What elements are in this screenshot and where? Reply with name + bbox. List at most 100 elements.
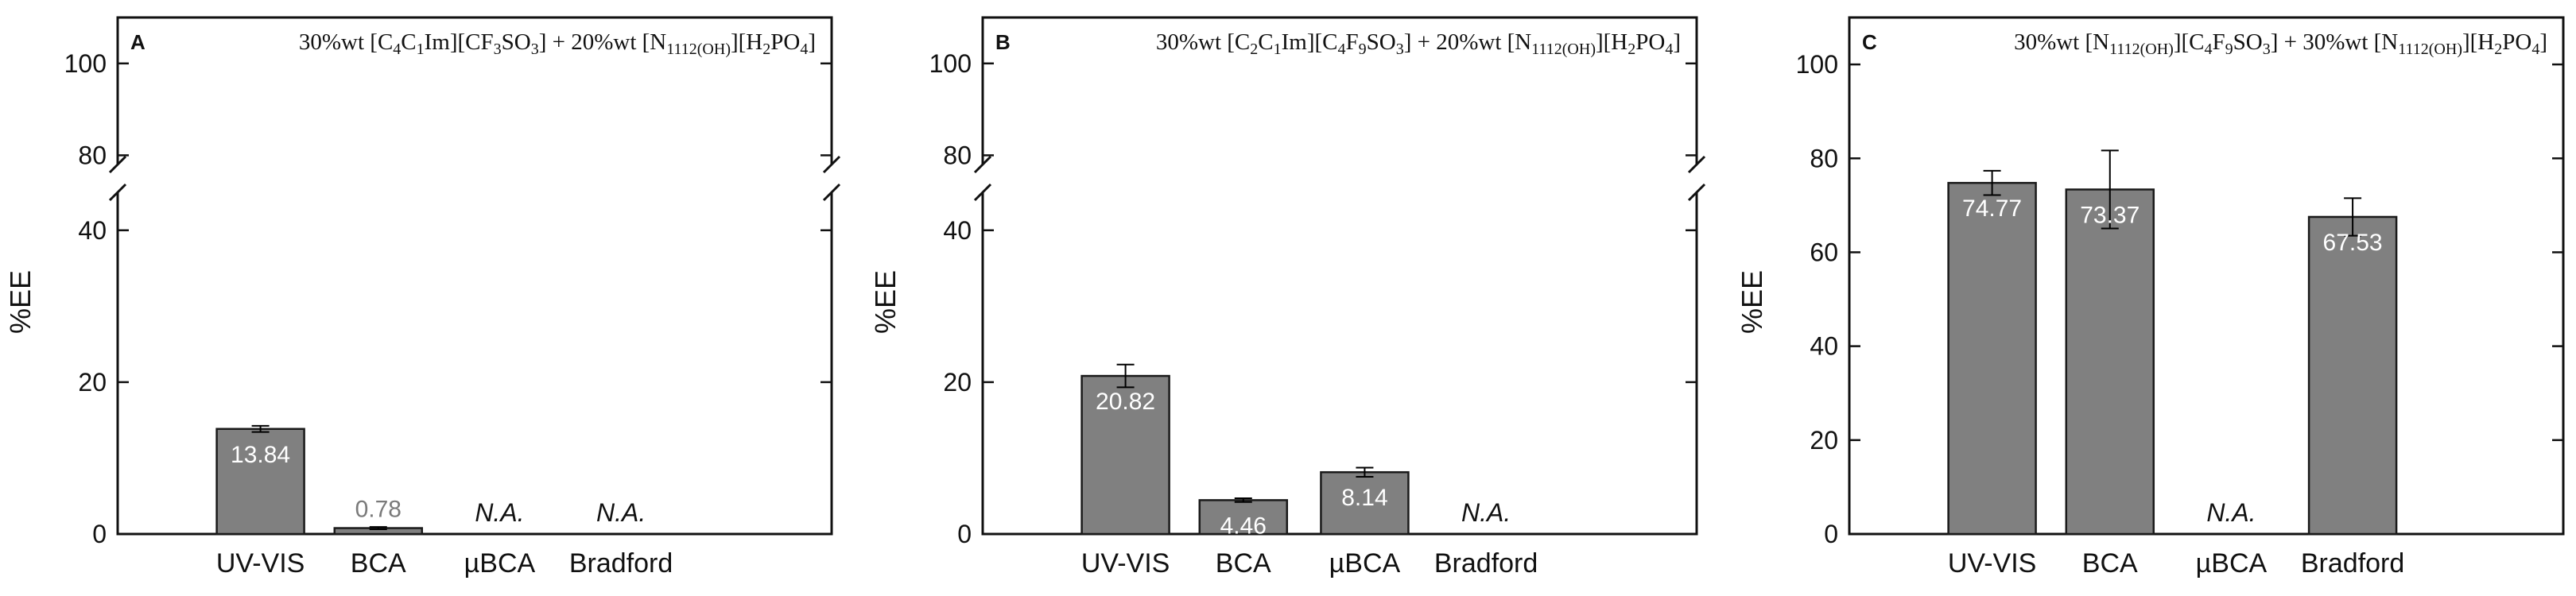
title-subscript: 4 [2205, 41, 2213, 58]
y-tick-label-upper: 80 [78, 141, 107, 169]
bar-value-label: 0.78 [355, 497, 402, 523]
bar [2065, 188, 2155, 536]
bar-label-na: N.A. [2206, 498, 2256, 527]
bar [2307, 215, 2398, 536]
bar [1080, 374, 1170, 536]
title-subscript: 9 [2225, 41, 2233, 58]
y-axis-label: %EE [1736, 270, 1768, 334]
chart-title: 30%wt [C2C1Im][C4F9SO3] + 20%wt [N1112(O… [1156, 29, 1681, 58]
title-segment: SO [502, 29, 531, 55]
title-subscript: 2 [2494, 41, 2502, 58]
y-axis-label: %EE [869, 270, 902, 334]
y-tick-label: 20 [943, 368, 972, 397]
y-tick-label-upper: 100 [64, 49, 107, 78]
title-subscript: 1112(OH) [1531, 41, 1596, 58]
axis-break-mark [973, 155, 992, 174]
y-tick-label: 40 [78, 216, 107, 245]
bar-value-label: 20.82 [1096, 389, 1155, 415]
title-subscript: 2 [1250, 41, 1258, 58]
chart-title: 30%wt [N1112(OH)][C4F9SO3] + 30%wt [N111… [2014, 29, 2547, 58]
bar [215, 428, 305, 536]
title-subscript: 3 [531, 41, 539, 58]
title-segment: F [1346, 29, 1359, 55]
panel-letter: C [1862, 30, 1877, 54]
title-segment: ][H [1596, 29, 1627, 55]
y-tick-label: 40 [1810, 332, 1838, 361]
title-segment: ] + 30%wt [N [2271, 29, 2399, 55]
y-tick-label: 0 [957, 520, 972, 548]
title-segment: ] [808, 29, 816, 55]
x-tick-label: µBCA [2196, 548, 2268, 579]
title-subscript: 4 [393, 41, 401, 58]
title-segment: 30%wt [C [299, 29, 393, 55]
title-segment: ] [1673, 29, 1681, 55]
title-subscript: 4 [800, 41, 808, 58]
bar-value-label: 73.37 [2080, 202, 2140, 228]
axis-break-mark [973, 183, 992, 202]
bar-value-label: 13.84 [231, 442, 290, 468]
y-tick-label: 20 [1810, 426, 1838, 455]
title-subscript: 2 [1627, 41, 1635, 58]
title-segment: ][C [2174, 29, 2205, 55]
title-segment: PO [1635, 29, 1665, 55]
x-tick-label: UV-VIS [216, 548, 305, 579]
axis-break-mark [822, 155, 841, 174]
bar [1947, 181, 2037, 536]
title-subscript: 1112(OH) [666, 41, 731, 58]
x-tick-label: Bradford [1434, 548, 1538, 579]
axis-break-mark [1687, 183, 1706, 202]
title-subscript: 4 [2531, 41, 2539, 58]
bar [1198, 499, 1289, 536]
title-segment: C [401, 29, 416, 55]
axis-frame-upper [981, 16, 1698, 164]
title-segment: 30%wt [N [2014, 29, 2109, 55]
y-tick-label: 40 [943, 216, 972, 245]
x-tick-label: UV-VIS [1081, 548, 1170, 579]
title-segment: ] [2539, 29, 2547, 55]
title-segment: SO [1367, 29, 1396, 55]
bar-value-label: 4.46 [1220, 513, 1267, 539]
chart-title: 30%wt [C4C1Im][CF3SO3] + 20%wt [N1112(OH… [299, 29, 816, 58]
title-segment: ] + 20%wt [N [1404, 29, 1532, 55]
title-subscript: 1 [417, 41, 425, 58]
title-segment: PO [770, 29, 800, 55]
title-segment: ][H [731, 29, 762, 55]
x-tick-label: BCA [1216, 548, 1271, 579]
x-tick-label: µBCA [1329, 548, 1401, 579]
x-tick-label: Bradford [569, 548, 673, 579]
y-tick-label: 0 [1824, 520, 1838, 548]
title-subscript: 4 [1665, 41, 1673, 58]
chart-panel-c: 0 20 40 60 80 100 %EE C 30%wt [N1112(OH)][C4F9SO… [1736, 16, 2565, 579]
bar-value-label: 8.14 [1341, 485, 1387, 511]
x-tick-label: UV-VIS [1948, 548, 2036, 579]
title-subscript: 3 [494, 41, 502, 58]
title-segment: Im][CF [425, 29, 494, 55]
y-tick-label: 80 [1810, 144, 1838, 172]
x-tick-label: BCA [2082, 548, 2138, 579]
bar-label-na: N.A. [475, 498, 524, 527]
y-tick-label-upper: 80 [943, 141, 972, 169]
panel-letter: B [995, 30, 1011, 54]
y-tick-label: 0 [92, 520, 107, 548]
y-tick-label-upper: 100 [929, 49, 972, 78]
y-tick-label: 60 [1810, 238, 1838, 266]
axis-break-mark [1687, 155, 1706, 174]
title-segment: ] + 20%wt [N [539, 29, 667, 55]
y-axis-label: %EE [4, 270, 37, 334]
x-tick-label: Bradford [2301, 548, 2404, 579]
y-tick-label: 20 [78, 368, 107, 397]
y-tick-label: 100 [1796, 50, 1838, 79]
title-subscript: 2 [762, 41, 770, 58]
title-subscript: 4 [1338, 41, 1346, 58]
title-segment: C [1258, 29, 1273, 55]
x-tick-label: µBCA [464, 548, 536, 579]
axis-break-mark [822, 183, 841, 202]
title-segment: SO [2233, 29, 2263, 55]
title-subscript: 1112(OH) [2109, 41, 2174, 58]
title-segment: Im][C [1282, 29, 1338, 55]
axis-frame-upper [116, 16, 833, 164]
title-segment: 30%wt [C [1156, 29, 1250, 55]
